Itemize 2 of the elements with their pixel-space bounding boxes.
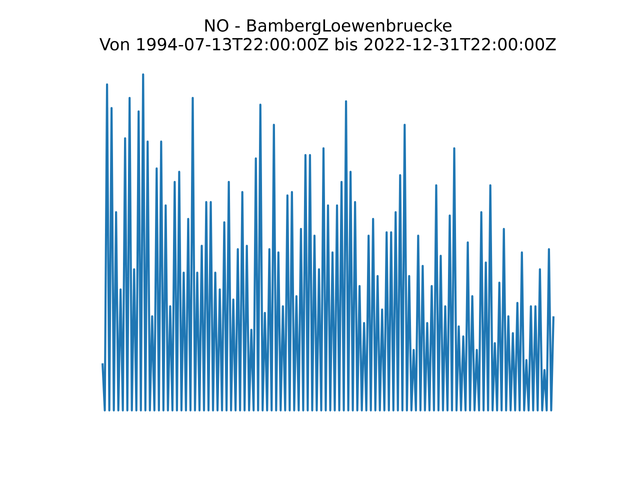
chart-title: NO - BambergLoewenbruecke — [205, 18, 452, 35]
chart-subtitle: Von 1994-07-13T22:00:00Z bis 2022-12-31T22:00:00Z — [99, 38, 556, 51]
